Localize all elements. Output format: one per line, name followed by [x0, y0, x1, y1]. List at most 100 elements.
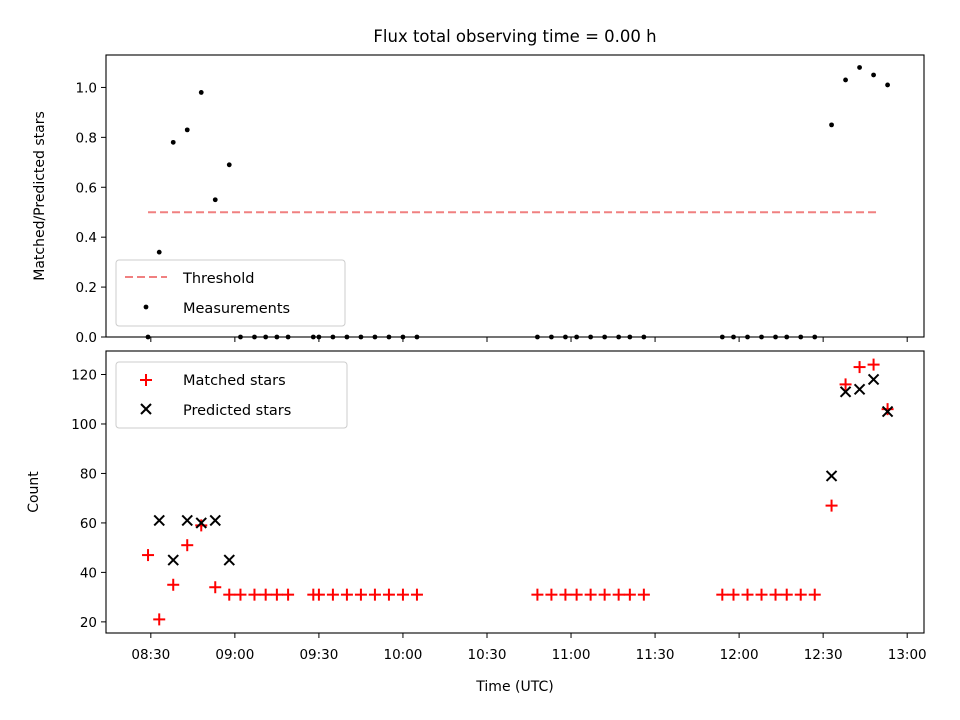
- matched-star-point: [825, 499, 838, 512]
- count-y-tick-label: 40: [80, 565, 97, 581]
- matched-star-point: [223, 588, 236, 601]
- predicted-star-point: [867, 373, 880, 386]
- ratio-panel-frame: [105, 54, 925, 338]
- matched-star-point: [755, 588, 768, 601]
- matched-star-point: [769, 588, 782, 601]
- measurement-point: [170, 139, 176, 145]
- count-x-axis: 08:30 09:00 09:30 10:00 10:30 11:00 11:30 12:00…: [131, 633, 927, 663]
- ratio-y-axis-label: Matched/Predicted stars: [32, 111, 48, 281]
- matched-star-point: [853, 361, 866, 374]
- count-x-tick-label: 13:00: [888, 647, 927, 663]
- count-legend-box: [115, 361, 348, 429]
- matched-star-point: [839, 378, 852, 391]
- predicted-star-point: [825, 470, 838, 482]
- matched-star-point: [559, 588, 572, 601]
- measurement-point: [871, 72, 876, 78]
- count-x-tick-label: 09:30: [299, 647, 338, 663]
- count-x-tick-label: 12:00: [720, 647, 759, 663]
- ratio-y-tick-label: 1.0: [76, 80, 97, 96]
- matched-star-point: [312, 588, 325, 601]
- matched-star-point: [584, 588, 597, 601]
- matched-star-point: [612, 588, 625, 601]
- measurement-point: [885, 82, 890, 88]
- matched-star-point: [623, 588, 636, 601]
- chart-title: Flux total observing time = 0.00 h: [373, 27, 656, 46]
- matched-star-point: [248, 588, 261, 601]
- matched-star-point: [382, 588, 395, 601]
- count-legend: Matched stars Predicted stars: [115, 361, 348, 429]
- matched-star-point: [794, 588, 807, 601]
- legend-predicted-label: Predicted stars: [183, 403, 291, 419]
- matched-star-point: [867, 358, 880, 371]
- matched-star-point: [808, 588, 821, 601]
- legend-measurements-swatch: [143, 304, 149, 310]
- measurement-point: [843, 77, 848, 83]
- predicted-star-point: [167, 554, 179, 566]
- count-x-tick-label: 09:00: [215, 647, 254, 663]
- matched-star-point: [727, 588, 740, 601]
- predicted-star-point: [853, 383, 866, 396]
- matched-star-point: [741, 588, 754, 601]
- count-panel: 20 40 60 80 100 120 08:30 09:00 09:30 10:00 10:30…: [26, 350, 927, 695]
- matched-star-point: [570, 588, 583, 601]
- matched-star-point: [259, 588, 272, 601]
- count-y-tick-label: 60: [80, 516, 97, 532]
- ratio-y-axis: 0.0 0.2 0.4 0.6 0.8 1.0: [76, 80, 106, 346]
- ratio-y-tick-label: 0.0: [76, 330, 97, 346]
- predicted-star-point: [153, 514, 165, 527]
- predicted-star-point: [881, 405, 894, 418]
- matched-star-point: [598, 588, 611, 601]
- matched-star-point: [396, 588, 409, 601]
- matched-star-point: [881, 403, 894, 416]
- ratio-legend-box: [115, 259, 346, 327]
- count-y-tick-label: 100: [71, 417, 97, 433]
- count-x-tick-label: 11:30: [636, 647, 675, 663]
- legend-matched-swatch: [140, 374, 152, 386]
- measurement-point: [226, 162, 232, 168]
- ratio-y-tick-label: 0.2: [76, 280, 97, 296]
- measurement-point: [857, 65, 862, 70]
- ratio-legend: Threshold Measurements: [115, 259, 346, 327]
- matched-star-point: [780, 588, 793, 601]
- measurement-point: [212, 197, 218, 203]
- ratio-y-tick-label: 0.8: [76, 130, 97, 146]
- count-y-tick-label: 80: [80, 466, 97, 482]
- matched-star-point: [195, 519, 208, 532]
- matched-star-point: [637, 588, 650, 601]
- count-plot-area: [142, 358, 894, 626]
- count-panel-frame: [105, 350, 925, 634]
- measurement-point: [156, 249, 162, 255]
- matched-star-point: [326, 588, 339, 601]
- matched-star-point: [368, 588, 381, 601]
- count-y-tick-label: 120: [71, 368, 97, 384]
- matched-star-point: [410, 588, 423, 601]
- ratio-x-axis-ticks: [150, 337, 908, 342]
- ratio-panel: 0.0 0.2 0.4 0.6 0.8 1.0 Matched/Predicted sta…: [32, 54, 925, 346]
- count-x-tick-label: 11:00: [552, 647, 591, 663]
- matched-star-point: [270, 588, 283, 601]
- matched-star-point: [181, 539, 194, 552]
- legend-predicted-swatch: [140, 403, 152, 415]
- matched-star-point: [209, 581, 222, 594]
- predicted-star-point: [181, 514, 193, 527]
- count-x-tick-label: 08:30: [131, 647, 170, 663]
- matched-star-point: [153, 613, 166, 626]
- predicted-star-point: [839, 386, 852, 398]
- matched-star-point: [282, 588, 295, 601]
- predicted-star-point: [195, 517, 207, 529]
- predicted-star-point: [209, 514, 221, 527]
- matched-star-point: [354, 588, 367, 601]
- ratio-y-tick-label: 0.6: [76, 180, 97, 196]
- count-y-axis-label: Count: [26, 471, 42, 513]
- matched-star-point: [167, 578, 180, 591]
- matched-star-point: [142, 549, 155, 562]
- matched-star-point: [340, 588, 353, 601]
- count-y-axis: 20 40 60 80 100 120: [71, 368, 106, 631]
- x-axis-label: Time (UTC): [475, 679, 553, 695]
- legend-matched-label: Matched stars: [183, 373, 286, 389]
- measurement-point: [198, 90, 204, 95]
- predicted-star-point: [223, 554, 235, 566]
- matched-star-point: [531, 588, 544, 601]
